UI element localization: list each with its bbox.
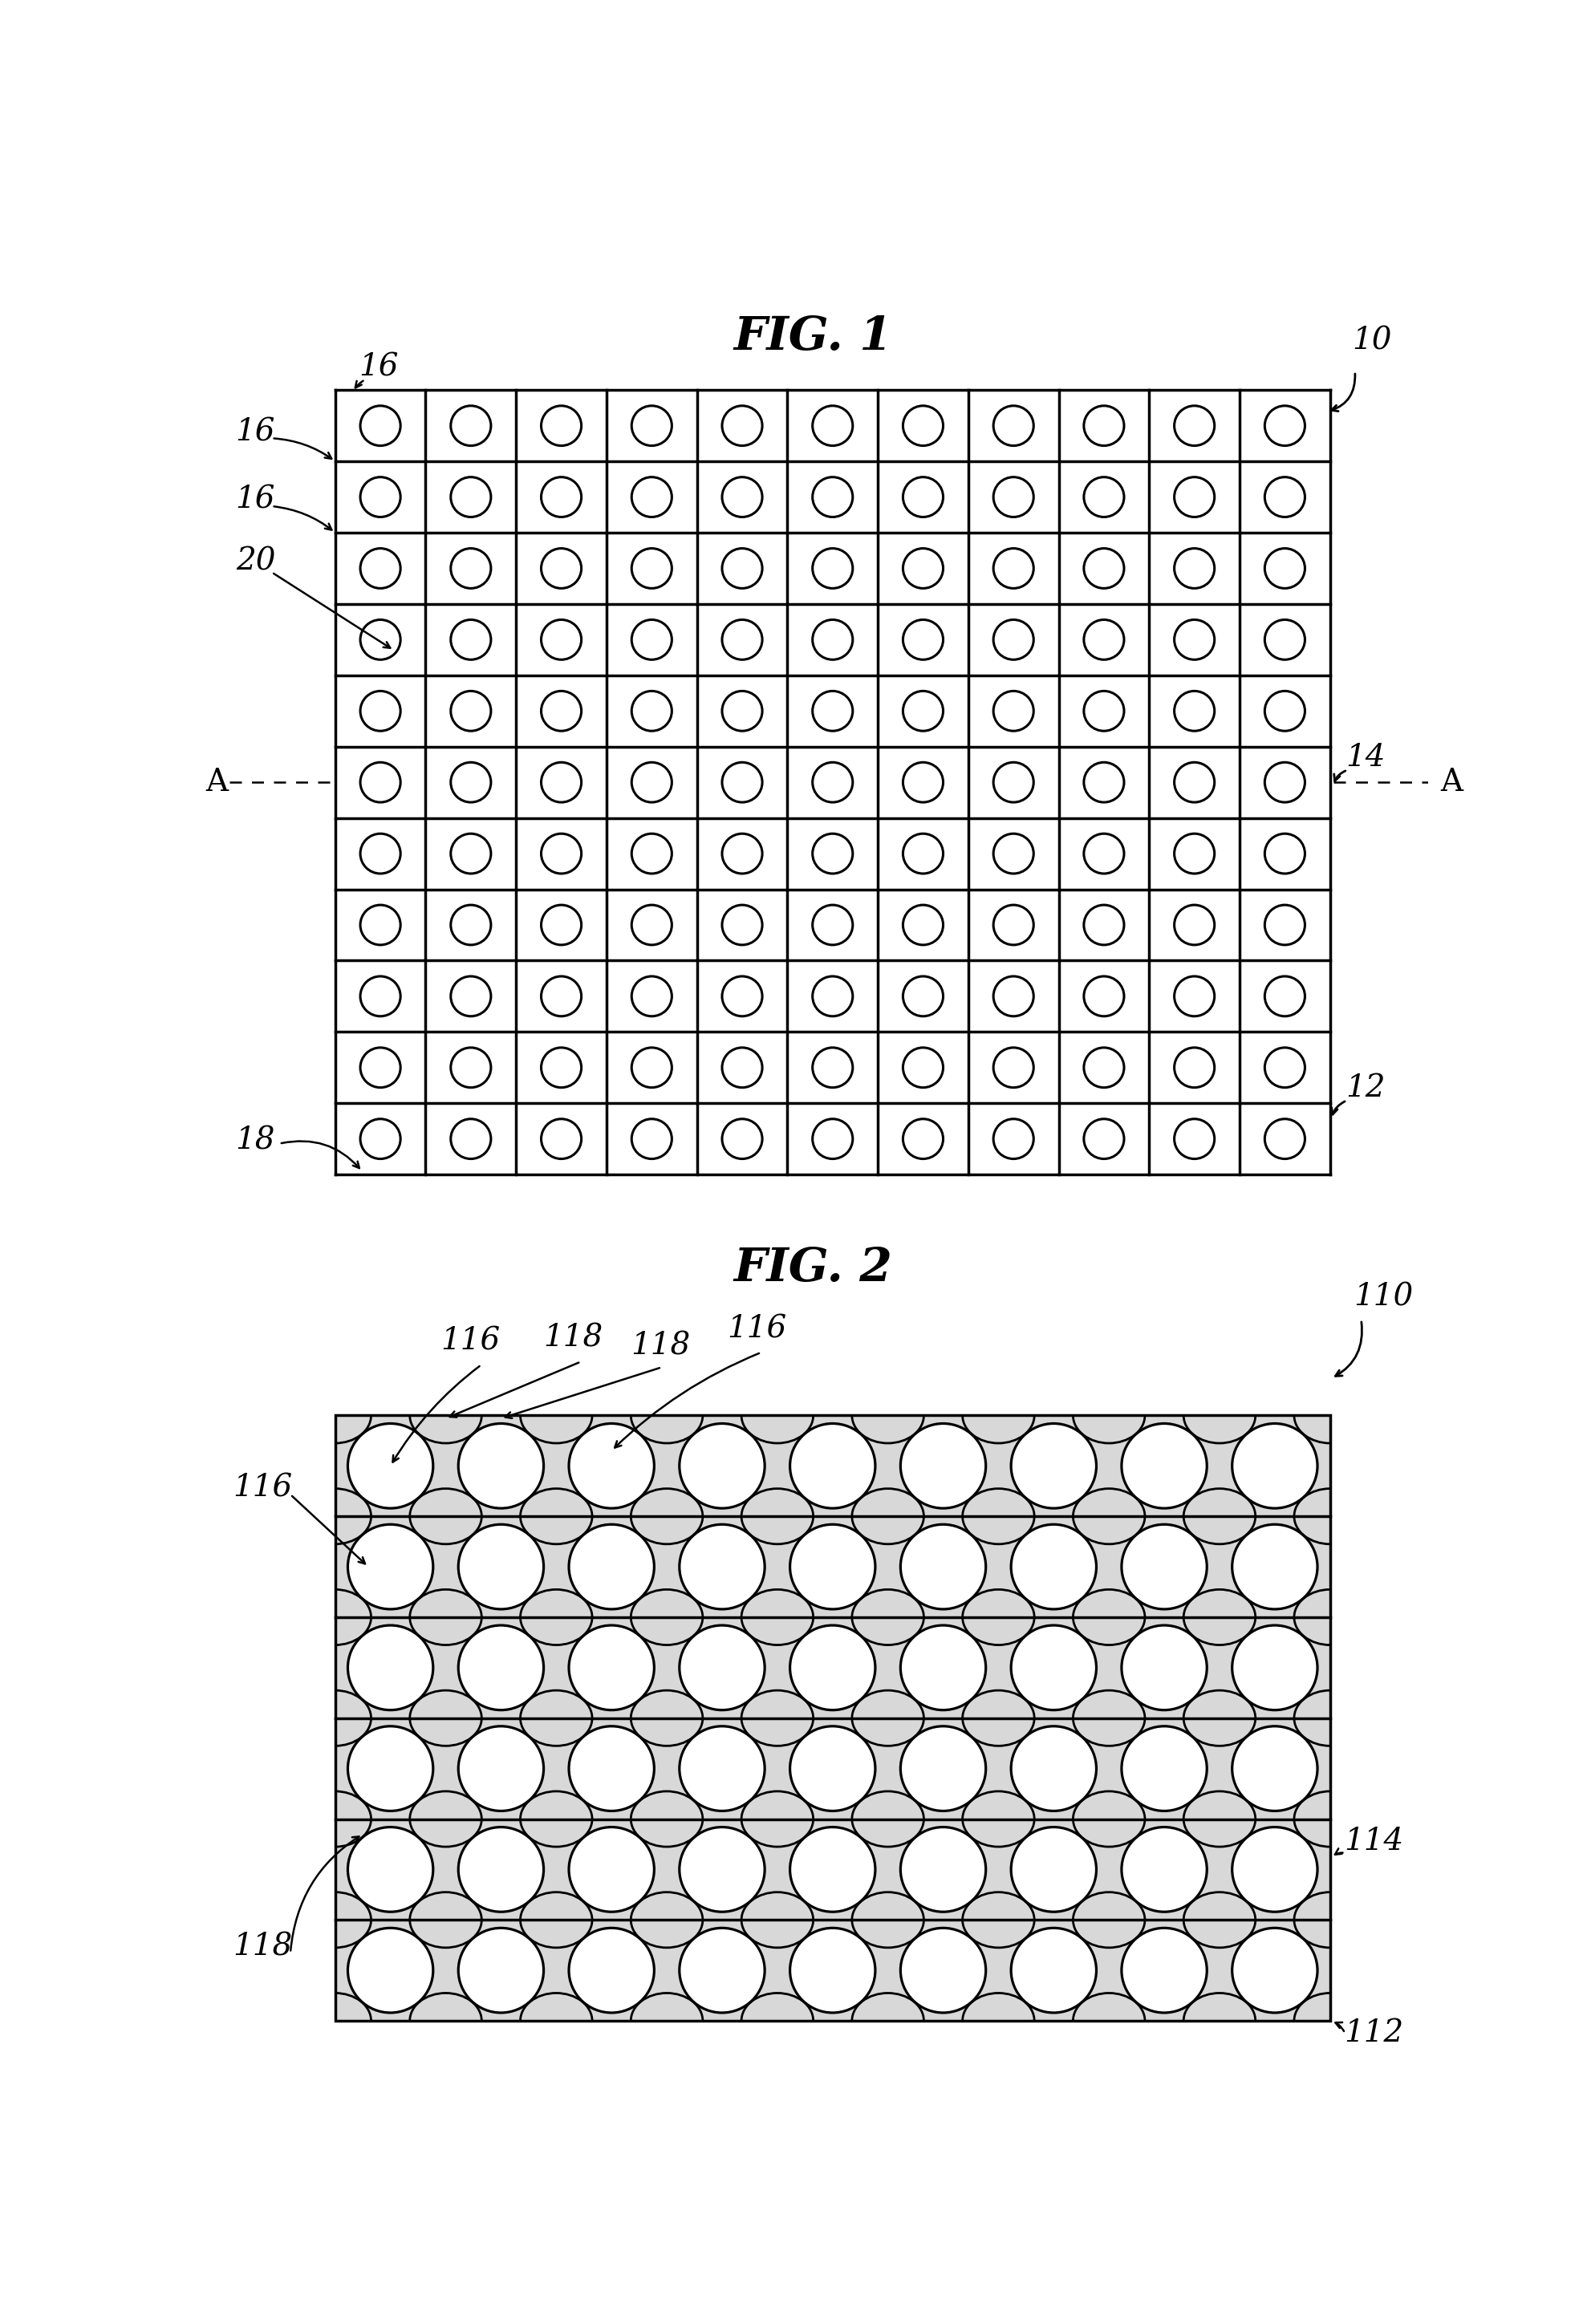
Circle shape bbox=[679, 1929, 765, 2013]
Circle shape bbox=[348, 1727, 433, 1810]
Text: 18: 18 bbox=[236, 1125, 276, 1155]
Circle shape bbox=[1232, 1727, 1317, 1810]
Circle shape bbox=[568, 1929, 654, 2013]
Text: 118: 118 bbox=[233, 1931, 292, 1961]
Circle shape bbox=[790, 1727, 876, 1810]
Circle shape bbox=[459, 1525, 544, 1608]
Circle shape bbox=[348, 1929, 433, 2013]
Text: 14: 14 bbox=[1346, 744, 1385, 772]
Text: 116: 116 bbox=[727, 1313, 787, 1343]
Text: 110: 110 bbox=[1354, 1283, 1414, 1311]
Circle shape bbox=[1011, 1425, 1097, 1508]
Circle shape bbox=[790, 1624, 876, 1710]
Text: 112: 112 bbox=[1344, 2017, 1404, 2047]
Circle shape bbox=[1122, 1727, 1206, 1810]
Circle shape bbox=[900, 1727, 986, 1810]
Circle shape bbox=[679, 1525, 765, 1608]
Bar bbox=[335, 1820, 1330, 1920]
Text: 116: 116 bbox=[441, 1327, 500, 1357]
Circle shape bbox=[459, 1827, 544, 1913]
Circle shape bbox=[1232, 1425, 1317, 1508]
Circle shape bbox=[459, 1727, 544, 1810]
Bar bbox=[335, 1415, 1330, 2022]
Text: 118: 118 bbox=[543, 1322, 603, 1353]
Circle shape bbox=[459, 1624, 544, 1710]
Circle shape bbox=[568, 1525, 654, 1608]
Circle shape bbox=[348, 1525, 433, 1608]
Circle shape bbox=[568, 1425, 654, 1508]
Bar bbox=[335, 1717, 1330, 1820]
Circle shape bbox=[1011, 1525, 1097, 1608]
Text: 16: 16 bbox=[236, 486, 276, 516]
Text: 116: 116 bbox=[233, 1473, 292, 1504]
Circle shape bbox=[790, 1929, 876, 2013]
Text: A: A bbox=[206, 767, 229, 797]
Circle shape bbox=[900, 1425, 986, 1508]
Text: 20: 20 bbox=[236, 546, 276, 576]
Circle shape bbox=[1232, 1624, 1317, 1710]
Circle shape bbox=[900, 1827, 986, 1913]
Circle shape bbox=[679, 1727, 765, 1810]
Circle shape bbox=[900, 1929, 986, 2013]
Circle shape bbox=[790, 1827, 876, 1913]
Text: A: A bbox=[1441, 767, 1463, 797]
Circle shape bbox=[1011, 1929, 1097, 2013]
Circle shape bbox=[1122, 1624, 1206, 1710]
Text: FIG. 2: FIG. 2 bbox=[733, 1246, 893, 1290]
Circle shape bbox=[790, 1425, 876, 1508]
Circle shape bbox=[1011, 1727, 1097, 1810]
Circle shape bbox=[790, 1525, 876, 1608]
Text: FIG. 1: FIG. 1 bbox=[733, 314, 893, 360]
Circle shape bbox=[900, 1525, 986, 1608]
Circle shape bbox=[1122, 1827, 1206, 1913]
Text: 10: 10 bbox=[1352, 325, 1392, 356]
Bar bbox=[335, 1415, 1330, 1515]
Circle shape bbox=[1122, 1929, 1206, 2013]
Circle shape bbox=[679, 1425, 765, 1508]
Circle shape bbox=[1011, 1827, 1097, 1913]
Circle shape bbox=[1011, 1624, 1097, 1710]
Bar bbox=[335, 1920, 1330, 2022]
Circle shape bbox=[568, 1624, 654, 1710]
Text: 118: 118 bbox=[630, 1332, 690, 1362]
Circle shape bbox=[1232, 1525, 1317, 1608]
Text: 16: 16 bbox=[236, 418, 276, 446]
Circle shape bbox=[679, 1624, 765, 1710]
Circle shape bbox=[348, 1827, 433, 1913]
Circle shape bbox=[459, 1425, 544, 1508]
Circle shape bbox=[568, 1827, 654, 1913]
Circle shape bbox=[1122, 1525, 1206, 1608]
Text: 16: 16 bbox=[359, 353, 398, 381]
Circle shape bbox=[459, 1929, 544, 2013]
Circle shape bbox=[348, 1624, 433, 1710]
Circle shape bbox=[1232, 1827, 1317, 1913]
Circle shape bbox=[1122, 1425, 1206, 1508]
Circle shape bbox=[568, 1727, 654, 1810]
Circle shape bbox=[1232, 1929, 1317, 2013]
Bar bbox=[335, 1618, 1330, 1717]
Text: 12: 12 bbox=[1346, 1074, 1385, 1104]
Circle shape bbox=[348, 1425, 433, 1508]
Text: 114: 114 bbox=[1344, 1827, 1404, 1857]
Circle shape bbox=[900, 1624, 986, 1710]
Bar bbox=[335, 1515, 1330, 1618]
Circle shape bbox=[679, 1827, 765, 1913]
